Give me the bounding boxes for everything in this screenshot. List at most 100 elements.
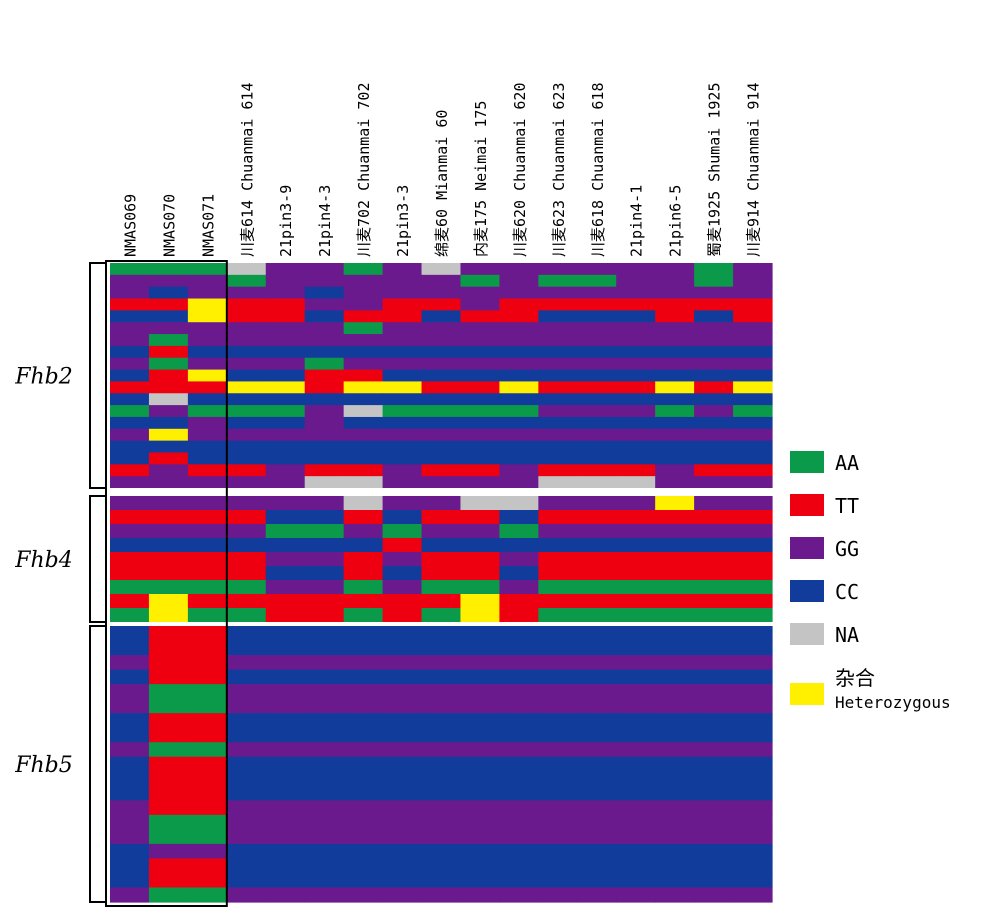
heatmap-cell bbox=[265, 771, 306, 787]
heatmap-cell bbox=[382, 785, 423, 801]
heatmap-cell bbox=[304, 684, 345, 700]
heatmap-cell bbox=[148, 357, 189, 371]
heatmap-cell bbox=[577, 887, 617, 903]
heatmap-cell bbox=[733, 524, 773, 539]
heatmap-cell bbox=[110, 322, 150, 335]
heatmap-cell bbox=[460, 334, 501, 347]
heatmap-cell bbox=[460, 626, 501, 642]
heatmap-cell bbox=[265, 345, 306, 359]
column-label: 21pin6-5 bbox=[667, 185, 685, 257]
heatmap-cell bbox=[655, 829, 695, 845]
heatmap-cell bbox=[421, 274, 462, 288]
heatmap-cell bbox=[421, 357, 462, 371]
heatmap-cell bbox=[382, 829, 423, 845]
heatmap-cell bbox=[538, 594, 578, 609]
heatmap-cell bbox=[616, 496, 656, 511]
heatmap-cell bbox=[226, 416, 267, 430]
heatmap-cell bbox=[460, 552, 501, 567]
heatmap-cell bbox=[343, 742, 384, 758]
heatmap-cell bbox=[733, 464, 773, 477]
heatmap-cell bbox=[577, 684, 617, 700]
heatmap-cell bbox=[616, 814, 656, 830]
heatmap-cell bbox=[421, 843, 462, 860]
heatmap-cell bbox=[460, 416, 501, 430]
heatmap-cell bbox=[499, 684, 539, 700]
heatmap-cell bbox=[733, 785, 773, 801]
heatmap-cell bbox=[382, 858, 423, 874]
heatmap-cell bbox=[187, 785, 228, 801]
heatmap-cell bbox=[148, 669, 189, 685]
region-label: Fhb4 bbox=[14, 548, 73, 573]
heatmap-cell bbox=[265, 785, 306, 801]
heatmap-cell bbox=[421, 298, 462, 311]
heatmap-cell bbox=[616, 756, 656, 772]
heatmap-cell bbox=[265, 381, 306, 394]
heatmap-cell bbox=[226, 286, 267, 300]
heatmap-cell bbox=[382, 814, 423, 830]
heatmap-cell bbox=[265, 800, 306, 816]
heatmap-cell bbox=[187, 684, 228, 700]
heatmap-cell bbox=[265, 464, 306, 477]
heatmap-cell bbox=[304, 785, 345, 801]
heatmap-cell bbox=[538, 405, 578, 418]
heatmap-cell bbox=[304, 357, 345, 371]
heatmap-cell bbox=[304, 669, 345, 685]
heatmap-cell bbox=[577, 594, 617, 609]
heatmap-cell bbox=[110, 310, 150, 323]
heatmap-cell bbox=[655, 538, 695, 553]
heatmap-cell bbox=[733, 510, 773, 525]
heatmap-cell bbox=[265, 416, 306, 430]
heatmap-cell bbox=[694, 698, 734, 714]
heatmap-cell bbox=[304, 843, 345, 860]
heatmap-cell bbox=[343, 428, 384, 442]
heatmap-cell bbox=[304, 334, 345, 347]
heatmap-cell bbox=[460, 369, 501, 383]
column-label: 川麦702 Chuanmai 702 bbox=[355, 83, 373, 258]
heatmap-cell bbox=[226, 655, 267, 671]
heatmap-cell bbox=[577, 771, 617, 787]
heatmap-cell bbox=[616, 727, 656, 743]
heatmap-cell bbox=[304, 496, 345, 511]
heatmap-cell bbox=[187, 452, 228, 465]
heatmap-cell bbox=[538, 626, 578, 642]
heatmap-cell bbox=[499, 887, 539, 903]
heatmap-cell bbox=[616, 594, 656, 609]
heatmap-cell bbox=[226, 843, 267, 860]
heatmap-cell bbox=[577, 669, 617, 685]
heatmap-cell bbox=[655, 464, 695, 477]
heatmap-cell bbox=[148, 381, 189, 394]
heatmap-cell bbox=[187, 538, 228, 553]
heatmap-cell bbox=[733, 829, 773, 845]
heatmap-cell bbox=[187, 440, 228, 454]
heatmap-cell bbox=[265, 263, 306, 276]
heatmap-cell bbox=[265, 496, 306, 511]
heatmap-cell bbox=[187, 872, 228, 889]
heatmap-cell bbox=[733, 655, 773, 671]
heatmap-cell bbox=[538, 381, 578, 394]
legend-label-secondary: Heterozygous bbox=[835, 693, 951, 712]
heatmap-cell bbox=[226, 369, 267, 383]
heatmap-cell bbox=[187, 298, 228, 311]
heatmap-cell bbox=[733, 594, 773, 609]
heatmap-cell bbox=[304, 416, 345, 430]
heatmap-cell bbox=[499, 274, 539, 288]
heatmap-cell bbox=[343, 510, 384, 525]
heatmap-cell bbox=[733, 626, 773, 642]
heatmap-cell bbox=[421, 829, 462, 845]
heatmap-cell bbox=[265, 655, 306, 671]
heatmap-cell bbox=[265, 872, 306, 889]
heatmap-cell bbox=[343, 887, 384, 903]
heatmap-cell bbox=[655, 640, 695, 656]
heatmap-cell bbox=[226, 594, 267, 609]
heatmap-cell bbox=[499, 785, 539, 801]
heatmap-cell bbox=[577, 263, 617, 276]
heatmap-cell bbox=[382, 476, 423, 489]
heatmap-cell bbox=[460, 608, 501, 623]
heatmap-cell bbox=[148, 698, 189, 714]
heatmap-cell bbox=[265, 640, 306, 656]
heatmap-cell bbox=[110, 814, 150, 830]
heatmap-cell bbox=[577, 524, 617, 539]
heatmap-cell bbox=[616, 310, 656, 323]
heatmap-cell bbox=[499, 524, 539, 539]
heatmap-cell bbox=[694, 538, 734, 553]
